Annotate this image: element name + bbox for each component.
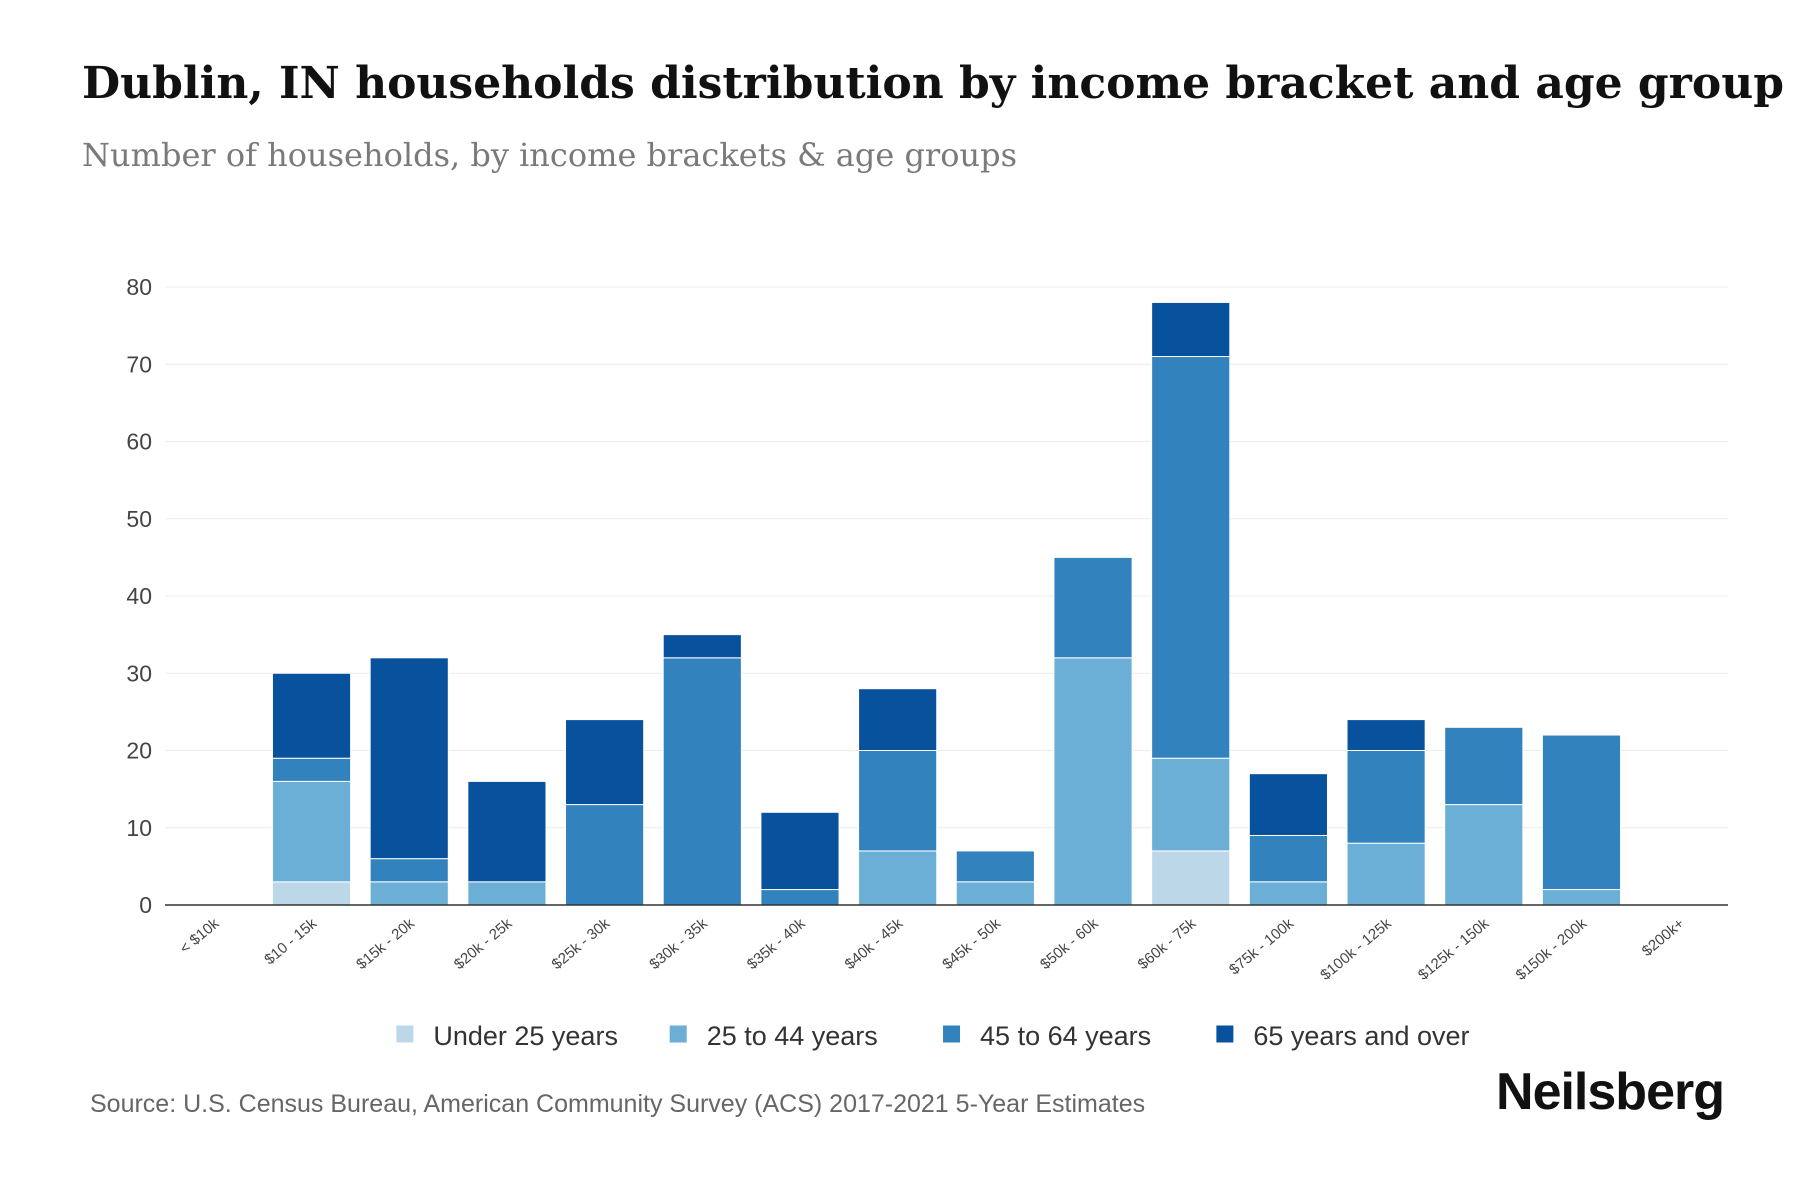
x-tick-label: $40k - 45k (842, 915, 907, 973)
y-tick-label: 30 (126, 660, 152, 686)
y-tick-label: 70 (126, 351, 152, 377)
x-tick-label: $45k - 50k (939, 915, 1004, 973)
chart-title: Dublin, IN households distribution by in… (82, 58, 1784, 109)
legend-label: 65 years and over (1253, 1021, 1469, 1051)
bar-segment (1248, 773, 1328, 836)
x-tick-label: $15k - 20k (353, 915, 418, 973)
y-tick-label: 0 (139, 892, 152, 918)
x-tick-label: $75k - 100k (1226, 915, 1297, 979)
x-tick-label: $25k - 30k (549, 915, 614, 973)
y-tick-label: 60 (126, 429, 152, 455)
bar-segment (1346, 750, 1426, 844)
bar-segment (1151, 757, 1231, 852)
x-tick-label: $20k - 25k (451, 915, 516, 973)
bar-segment (1346, 719, 1426, 751)
x-tick-label: $200k+ (1639, 915, 1688, 960)
x-tick-label: $60k - 75k (1135, 915, 1200, 973)
y-tick-label: 20 (126, 738, 152, 764)
bar-segment (1053, 556, 1133, 659)
bar-segment (369, 881, 449, 906)
bar-segment (858, 850, 938, 906)
bar-segment (565, 804, 645, 906)
bar-segment (1053, 657, 1133, 906)
x-tick-label: $35k - 40k (744, 915, 809, 973)
bar-segment (467, 780, 547, 883)
bar-segment (1346, 842, 1426, 906)
bars (271, 301, 1622, 906)
x-tick-label: $125k - 150k (1415, 915, 1493, 984)
bar-segment (858, 688, 938, 752)
bar-segment (1248, 881, 1328, 906)
bar-segment (369, 657, 449, 860)
source-note: Source: U.S. Census Bureau, American Com… (90, 1090, 1146, 1118)
bar-segment (1248, 834, 1328, 883)
bar-segment (955, 881, 1035, 906)
legend-swatch (943, 1025, 961, 1043)
x-tick-label: $30k - 35k (646, 915, 711, 973)
bar-segment (565, 719, 645, 806)
bar-segment (955, 850, 1035, 883)
bar-segment (467, 881, 547, 906)
x-tick-label: $10 - 15k (261, 915, 320, 969)
brand-logo: Neilsberg (1496, 1063, 1725, 1121)
legend-swatch (1216, 1025, 1234, 1043)
bar-segment (369, 858, 449, 883)
y-tick-label: 40 (126, 583, 152, 609)
bar-segment (1541, 734, 1622, 891)
bar-segment (271, 672, 352, 759)
legend-label: 25 to 44 years (707, 1021, 878, 1051)
chart-subtitle: Number of households, by income brackets… (82, 136, 1017, 174)
bar-segment (1151, 850, 1231, 906)
legend: Under 25 years 25 to 44 years 45 to 64 yea… (396, 1021, 1470, 1051)
bar-segment (662, 657, 742, 906)
legend-label: 45 to 64 years (980, 1021, 1151, 1051)
y-tick-label: 50 (126, 506, 152, 532)
x-tick-label: $50k - 60k (1037, 915, 1102, 973)
bar-segment (271, 757, 352, 782)
legend-label: Under 25 years (433, 1021, 618, 1051)
x-tick-label: $150k - 200k (1513, 915, 1591, 984)
bar-segment (1541, 889, 1622, 906)
bar-segment (1151, 356, 1231, 759)
legend-swatch (396, 1025, 414, 1043)
bar-segment (760, 811, 840, 891)
bar-segment (1444, 804, 1524, 906)
x-tick-label: $100k - 125k (1317, 915, 1395, 984)
y-tick-label: 80 (126, 274, 152, 300)
bar-segment (1151, 301, 1231, 358)
bar-segment (1444, 726, 1524, 806)
bar-segment (858, 750, 938, 852)
gridlines (165, 286, 1728, 829)
x-tick-label: < $10k (177, 915, 223, 958)
bar-segment (662, 634, 742, 659)
legend-swatch (669, 1025, 687, 1043)
y-tick-label: 10 (126, 815, 152, 841)
bar-segment (760, 889, 840, 906)
bar-segment (271, 881, 352, 906)
bar-segment (271, 780, 352, 883)
